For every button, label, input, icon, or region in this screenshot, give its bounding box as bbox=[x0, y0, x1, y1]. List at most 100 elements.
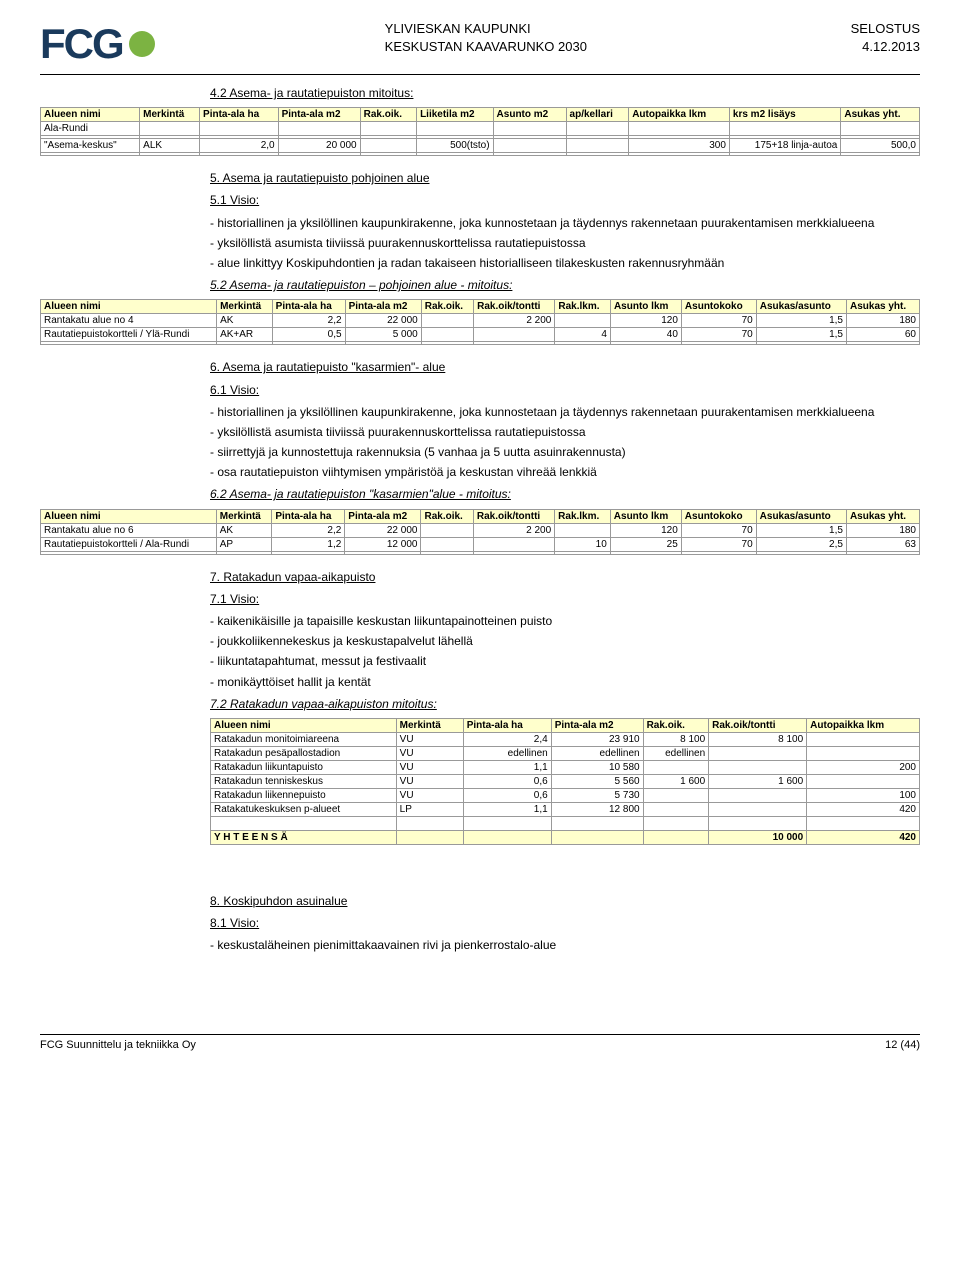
col-header: Rak.oik/tontti bbox=[474, 300, 555, 314]
col-header: Merkintä bbox=[396, 718, 463, 732]
col-header: ap/kellari bbox=[566, 108, 629, 122]
col-header: Autopaikka lkm bbox=[807, 718, 920, 732]
body-line: - monikäyttöiset hallit ja kentät bbox=[210, 674, 920, 690]
s5-heading: 5. Asema ja rautatiepuisto pohjoinen alu… bbox=[210, 170, 920, 186]
table-row: Ratakadun liikennepuistoVU0,65 730100 bbox=[211, 788, 920, 802]
s7-visio: 7.1 Visio: bbox=[210, 591, 920, 607]
page: FCG YLIVIESKAN KAUPUNKI KESKUSTAN KAAVAR… bbox=[0, 0, 960, 1091]
body-line: - historiallinen ja yksilöllinen kaupunk… bbox=[210, 404, 920, 420]
table-row: Rantakatu alue no 6AK2,222 0002 20012070… bbox=[41, 523, 920, 537]
s5-visio: 5.1 Visio: bbox=[210, 192, 920, 208]
col-header: Alueen nimi bbox=[41, 300, 217, 314]
s42-table: Alueen nimiMerkintäPinta-ala haPinta-ala… bbox=[40, 107, 920, 156]
col-header: Rak.oik/tontti bbox=[709, 718, 807, 732]
body-line: - historiallinen ja yksilöllinen kaupunk… bbox=[210, 215, 920, 231]
col-header: Rak.oik. bbox=[421, 509, 473, 523]
col-header: Alueen nimi bbox=[41, 509, 217, 523]
logo-dot-icon bbox=[129, 31, 155, 57]
col-header: Liiketila m2 bbox=[417, 108, 493, 122]
table-row: Ratakadun liikuntapuistoVU1,110 580200 bbox=[211, 760, 920, 774]
table-row: Ratakadun tenniskeskusVU0,65 5601 6001 6… bbox=[211, 774, 920, 788]
content: 4.2 Asema- ja rautatiepuiston mitoitus: … bbox=[210, 85, 920, 954]
col-header: Pinta-ala m2 bbox=[345, 300, 421, 314]
s7-table: Alueen nimiMerkintäPinta-ala haPinta-ala… bbox=[210, 718, 920, 845]
s6-mitoitus-title: 6.2 Asema- ja rautatiepuiston "kasarmien… bbox=[210, 486, 920, 502]
col-header: Rak.oik. bbox=[643, 718, 709, 732]
body-line: - yksilöllistä asumista tiiviissä puurak… bbox=[210, 235, 920, 251]
body-line: - siirrettyjä ja kunnostettuja rakennuks… bbox=[210, 444, 920, 460]
s5-body: - historiallinen ja yksilöllinen kaupunk… bbox=[210, 215, 920, 272]
s6-visio: 6.1 Visio: bbox=[210, 382, 920, 398]
col-header: Pinta-ala ha bbox=[463, 718, 551, 732]
col-header: Asukas/asunto bbox=[756, 300, 846, 314]
col-header: krs m2 lisäys bbox=[729, 108, 840, 122]
col-header: Asunto lkm bbox=[610, 509, 681, 523]
s8-visio: 8.1 Visio: bbox=[210, 915, 920, 931]
s5-mitoitus-title: 5.2 Asema- ja rautatiepuiston – pohjoine… bbox=[210, 277, 920, 293]
table-row: Ratakadun monitoimiareenaVU2,423 9108 10… bbox=[211, 732, 920, 746]
header-title-1: YLIVIESKAN KAUPUNKI bbox=[385, 20, 587, 38]
col-header: Rak.oik. bbox=[421, 300, 473, 314]
col-header: Asunto m2 bbox=[493, 108, 566, 122]
page-header: FCG YLIVIESKAN KAUPUNKI KESKUSTAN KAAVAR… bbox=[40, 20, 920, 75]
col-header: Asukas yht. bbox=[846, 300, 919, 314]
col-header: Rak.oik/tontti bbox=[473, 509, 554, 523]
col-header: Asuntokoko bbox=[681, 509, 756, 523]
footer-left: FCG Suunnittelu ja tekniikka Oy bbox=[40, 1039, 196, 1051]
s8-heading: 8. Koskipuhdon asuinalue bbox=[210, 893, 920, 909]
col-header: Pinta-ala ha bbox=[200, 108, 279, 122]
footer-right: 12 (44) bbox=[885, 1039, 920, 1051]
table-row: Ratakadun pesäpallostadionVUedellinenede… bbox=[211, 746, 920, 760]
col-header: Asunto lkm bbox=[610, 300, 681, 314]
s7-mitoitus-title: 7.2 Ratakadun vapaa-aikapuiston mitoitus… bbox=[210, 696, 920, 712]
logo-text: FCG bbox=[40, 20, 123, 68]
s8-body: - keskustaläheinen pienimittakaavainen r… bbox=[210, 937, 920, 953]
col-header: Rak.lkm. bbox=[555, 300, 611, 314]
col-header: Asukas yht. bbox=[846, 509, 919, 523]
table-row: Rautatiepuistokortteli / Ala-RundiAP1,21… bbox=[41, 537, 920, 551]
s5-table: Alueen nimiMerkintäPinta-ala haPinta-ala… bbox=[40, 299, 920, 345]
header-right-1: SELOSTUS bbox=[851, 20, 920, 38]
col-header: Rak.oik. bbox=[360, 108, 416, 122]
table-row bbox=[41, 342, 920, 345]
body-line: - alue linkittyy Koskipuhdontien ja rada… bbox=[210, 255, 920, 271]
col-header: Pinta-ala m2 bbox=[278, 108, 360, 122]
col-header: Alueen nimi bbox=[41, 108, 140, 122]
logo: FCG bbox=[40, 20, 155, 68]
table-row bbox=[41, 153, 920, 156]
col-header: Autopaikka lkm bbox=[629, 108, 730, 122]
body-line: - liikuntatapahtumat, messut ja festivaa… bbox=[210, 653, 920, 669]
col-header: Pinta-ala m2 bbox=[551, 718, 643, 732]
col-header: Alueen nimi bbox=[211, 718, 397, 732]
table-row bbox=[41, 551, 920, 554]
col-header: Merkintä bbox=[216, 509, 272, 523]
header-title-2: KESKUSTAN KAAVARUNKO 2030 bbox=[385, 38, 587, 56]
s6-heading: 6. Asema ja rautatiepuisto "kasarmien"- … bbox=[210, 359, 920, 375]
totals-row: Y H T E E N S Ä10 000420 bbox=[211, 830, 920, 844]
body-line: - yksilöllistä asumista tiiviissä puurak… bbox=[210, 424, 920, 440]
footer: FCG Suunnittelu ja tekniikka Oy 12 (44) bbox=[40, 1034, 920, 1051]
col-header: Asuntokoko bbox=[681, 300, 756, 314]
col-header: Pinta-ala ha bbox=[272, 300, 345, 314]
body-line: - joukkoliikennekeskus ja keskustapalvel… bbox=[210, 633, 920, 649]
header-right: SELOSTUS 4.12.2013 bbox=[851, 20, 920, 56]
body-line: - kaikenikäisille ja tapaisille keskusta… bbox=[210, 613, 920, 629]
s42-title: 4.2 Asema- ja rautatiepuiston mitoitus: bbox=[210, 85, 920, 101]
col-header: Asukas/asunto bbox=[756, 509, 846, 523]
table-row: Rautatiepuistokortteli / Ylä-RundiAK+AR0… bbox=[41, 328, 920, 342]
col-header: Merkintä bbox=[217, 300, 273, 314]
table-row: "Asema-keskus"ALK2,020 000500(tsto)30017… bbox=[41, 139, 920, 153]
header-right-2: 4.12.2013 bbox=[851, 38, 920, 56]
s7-body: - kaikenikäisille ja tapaisille keskusta… bbox=[210, 613, 920, 690]
table-row: Ratakatukeskuksen p-alueetLP1,112 800420 bbox=[211, 802, 920, 816]
col-header: Merkintä bbox=[140, 108, 200, 122]
s7-heading: 7. Ratakadun vapaa-aikapuisto bbox=[210, 569, 920, 585]
table-row: Rantakatu alue no 4AK2,222 0002 20012070… bbox=[41, 314, 920, 328]
s6-body: - historiallinen ja yksilöllinen kaupunk… bbox=[210, 404, 920, 481]
table-row: Ala-Rundi bbox=[41, 122, 920, 136]
col-header: Pinta-ala m2 bbox=[345, 509, 421, 523]
body-line: - osa rautatiepuiston viihtymisen ympäri… bbox=[210, 464, 920, 480]
col-header: Rak.lkm. bbox=[555, 509, 611, 523]
col-header: Pinta-ala ha bbox=[272, 509, 345, 523]
header-center: YLIVIESKAN KAUPUNKI KESKUSTAN KAAVARUNKO… bbox=[385, 20, 587, 56]
